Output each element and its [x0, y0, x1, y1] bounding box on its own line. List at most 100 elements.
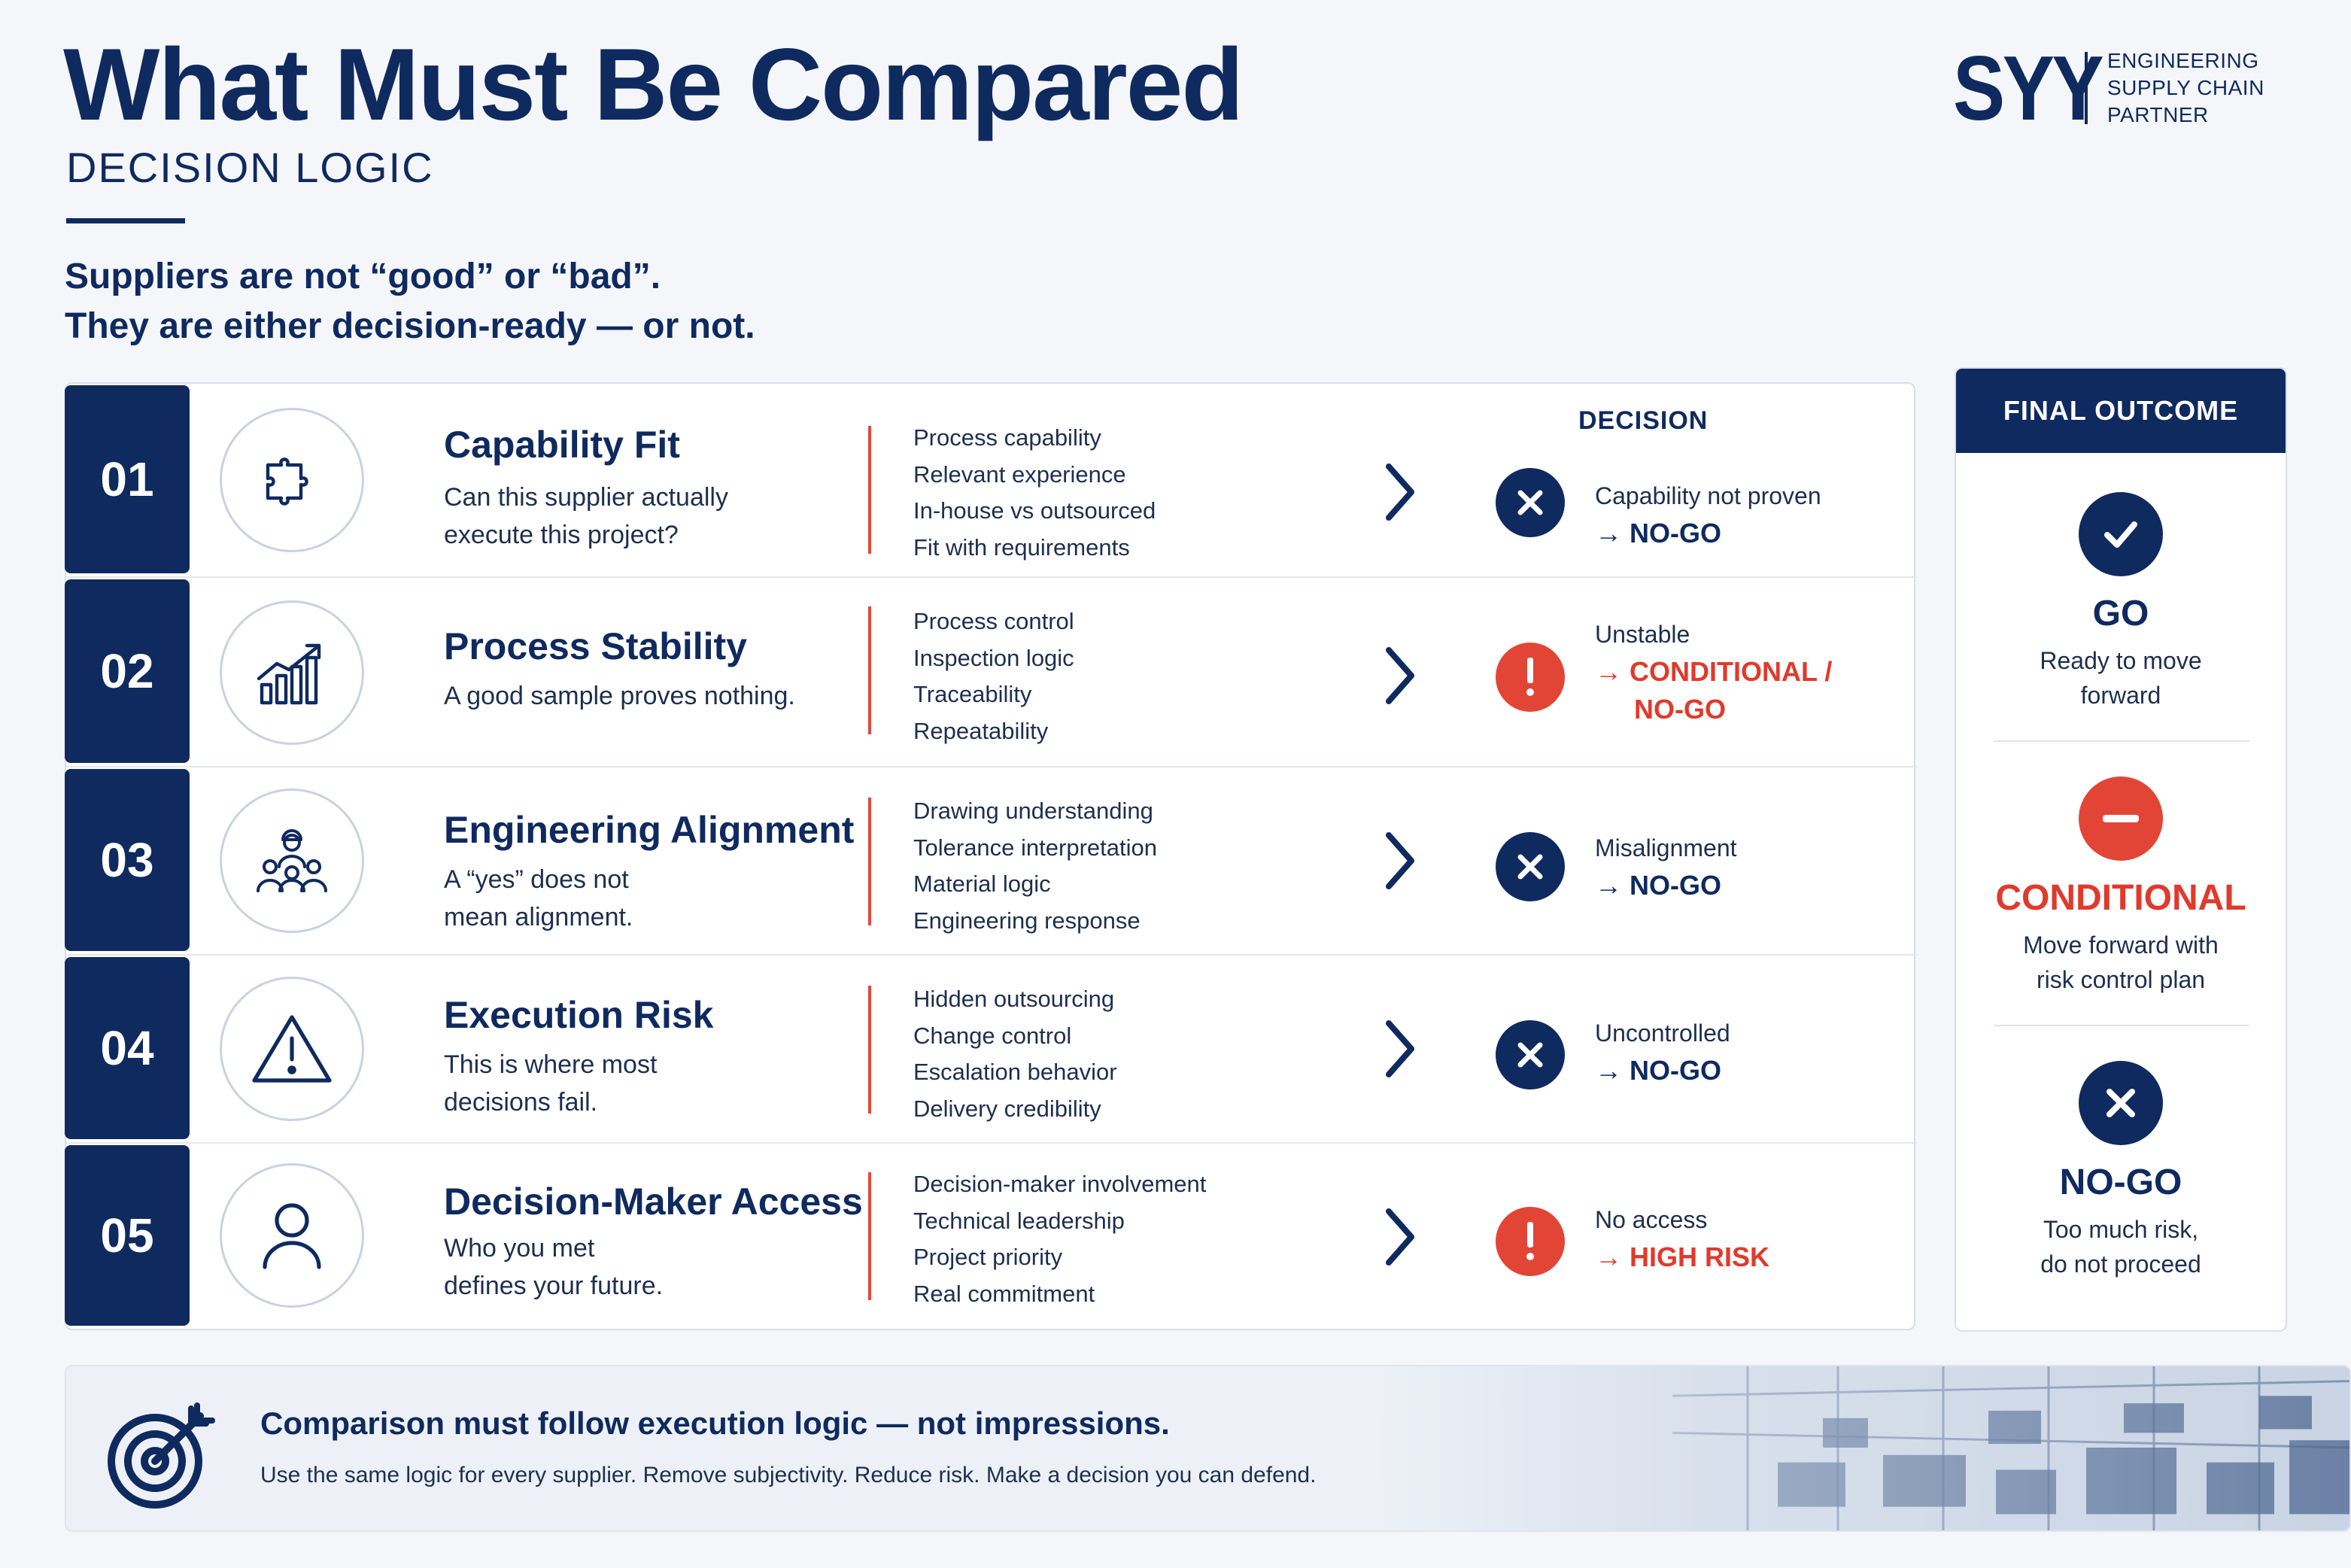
row-subtitle-line: This is where most: [444, 1050, 658, 1079]
chevron-right-icon: [1386, 647, 1414, 704]
criteria-item: Repeatability: [913, 717, 1049, 744]
comparison-table: DECISION 01 Capability Fit Can this supp…: [65, 382, 1917, 1330]
criteria-item: Traceability: [913, 681, 1032, 707]
criteria-item: Fit with requirements: [913, 533, 1130, 561]
team-icon: [220, 789, 364, 933]
row-subtitle-line: decisions fail.: [444, 1088, 598, 1117]
criteria-item: Change control: [913, 1022, 1072, 1049]
row-subtitle-line: Who you met: [444, 1234, 595, 1263]
status-label: Capability not proven: [1595, 482, 1821, 509]
exclamation-circle-icon: [1496, 643, 1565, 712]
status-label: No access: [1595, 1206, 1708, 1233]
status-result: → NO-GO: [1595, 870, 1721, 901]
row-title: Process Stability: [444, 625, 747, 667]
row-subtitle-line: A “yes” does not: [444, 865, 629, 894]
page-title: What Must Be Compared: [63, 27, 1244, 141]
row-divider: [868, 606, 871, 734]
outcome-description-line: Move forward with: [2023, 931, 2219, 959]
table-row: 05 Decision-Maker Access Who you met def…: [65, 1144, 1917, 1330]
row-title: Engineering Alignment: [444, 809, 855, 851]
final-outcome-header: FINAL OUTCOME: [1956, 369, 2286, 453]
target-icon: [108, 1402, 215, 1509]
minus-circle-icon: [2079, 776, 2163, 861]
outcome-description-line: do not proceed: [2040, 1250, 2201, 1278]
status-result: → HIGH RISK: [1595, 1241, 1770, 1272]
status-result: → CONDITIONAL /: [1595, 656, 1833, 687]
outcome-label: CONDITIONAL: [1995, 878, 2246, 918]
outcome-description: Too much risk, do not proceed: [1956, 1212, 2286, 1281]
criteria-item: Engineering response: [913, 907, 1141, 934]
x-circle-icon: [1496, 832, 1565, 901]
chevron-right-icon: [1386, 832, 1414, 889]
intro-text: Suppliers are not “good” or “bad”. They …: [65, 252, 755, 351]
criteria-item: Project priority: [913, 1244, 1063, 1270]
outcome-divider: [1994, 740, 2249, 742]
status-label: Uncontrolled: [1595, 1020, 1730, 1047]
outcome-description-line: risk control plan: [2036, 966, 2206, 993]
row-title: Execution Risk: [444, 994, 714, 1036]
table-row: 04 Execution Risk This is where most dec…: [65, 956, 1917, 1144]
outcome-description: Move forward with risk control plan: [1956, 928, 2286, 997]
x-circle-icon: [2079, 1061, 2163, 1145]
criteria-item: Hidden outsourcing: [913, 986, 1115, 1012]
criteria-item: Relevant experience: [913, 460, 1126, 488]
row-number: 01: [65, 385, 190, 573]
criteria-item: Escalation behavior: [913, 1059, 1117, 1085]
criteria-list: Hidden outsourcing Change control Escala…: [913, 981, 1117, 1127]
footer-banner: Comparison must follow execution logic —…: [65, 1365, 2351, 1532]
row-subtitle-line: A good sample proves nothing.: [444, 682, 795, 710]
outcome-label: GO: [2092, 594, 2149, 634]
criteria-item: Decision-maker involvement: [913, 1171, 1207, 1197]
decision-status: No access → HIGH RISK: [1595, 1201, 1769, 1276]
outcome-label: NO-GO: [2059, 1162, 2182, 1202]
brand-tagline: ENGINEERING SUPPLY CHAIN PARTNER: [2107, 47, 2264, 129]
outcome-description: Ready to move forward: [1956, 643, 2286, 713]
outcome-go: GO Ready to move forward: [1956, 492, 2286, 713]
final-outcome-panel: FINAL OUTCOME GO Ready to move forward C…: [1955, 367, 2287, 1332]
status-result-continued: NO-GO: [1634, 694, 1726, 725]
decision-column-header: DECISION: [1578, 406, 1709, 435]
x-circle-icon: [1496, 468, 1565, 537]
criteria-item: Material logic: [913, 871, 1051, 897]
criteria-item: Process control: [913, 608, 1074, 634]
outcome-description-line: forward: [2080, 682, 2161, 709]
decision-status: Misalignment → NO-GO: [1595, 829, 1737, 904]
footer-headline: Comparison must follow execution logic —…: [260, 1405, 1170, 1441]
row-title: Capability Fit: [444, 424, 680, 466]
chevron-right-icon: [1386, 463, 1414, 521]
row-subtitle-line: mean alignment.: [444, 903, 633, 931]
row-subtitle: A good sample proves nothing.: [444, 677, 865, 715]
outcome-conditional: CONDITIONAL Move forward with risk contr…: [1956, 776, 2286, 997]
criteria-item: Real commitment: [913, 1280, 1095, 1307]
criteria-list: Decision-maker involvement Technical lea…: [913, 1166, 1206, 1312]
criteria-list: Drawing understanding Tolerance interpre…: [913, 793, 1157, 939]
outcome-description-line: Ready to move: [2040, 647, 2202, 674]
status-result: → NO-GO: [1595, 1055, 1721, 1086]
intro-line-2: They are either decision-ready — or not.: [65, 306, 755, 346]
decision-status: Unstable → CONDITIONAL / NO-GO: [1595, 615, 1832, 728]
row-divider: [868, 1172, 871, 1300]
row-subtitle: Who you met defines your future.: [444, 1229, 865, 1305]
factory-background-image: [1371, 1366, 2349, 1530]
criteria-item: Delivery credibility: [913, 1095, 1101, 1122]
status-result: → NO-GO: [1595, 518, 1721, 548]
chart-growth-icon: [220, 600, 364, 745]
table-row: 01 Capability Fit Can this supplier actu…: [65, 384, 1917, 578]
row-divider: [868, 798, 871, 925]
intro-line-1: Suppliers are not “good” or “bad”.: [65, 257, 661, 296]
row-number: 05: [65, 1145, 190, 1326]
title-underline: [66, 218, 185, 223]
criteria-item: Process capability: [913, 424, 1101, 451]
outcome-nogo: NO-GO Too much risk, do not proceed: [1956, 1061, 2286, 1281]
exclamation-circle-icon: [1496, 1207, 1565, 1276]
row-divider: [868, 426, 871, 554]
chevron-right-icon: [1386, 1208, 1414, 1266]
check-circle-icon: [2079, 492, 2163, 576]
row-subtitle-line: execute this project?: [444, 521, 679, 549]
brand-line-3: PARTNER: [2107, 103, 2209, 126]
row-subtitle-line: defines your future.: [444, 1272, 664, 1300]
decision-status: Uncontrolled → NO-GO: [1595, 1014, 1730, 1089]
criteria-item: In-house vs outsourced: [913, 497, 1156, 524]
row-divider: [868, 986, 871, 1114]
brand-line-1: ENGINEERING: [2107, 49, 2259, 72]
